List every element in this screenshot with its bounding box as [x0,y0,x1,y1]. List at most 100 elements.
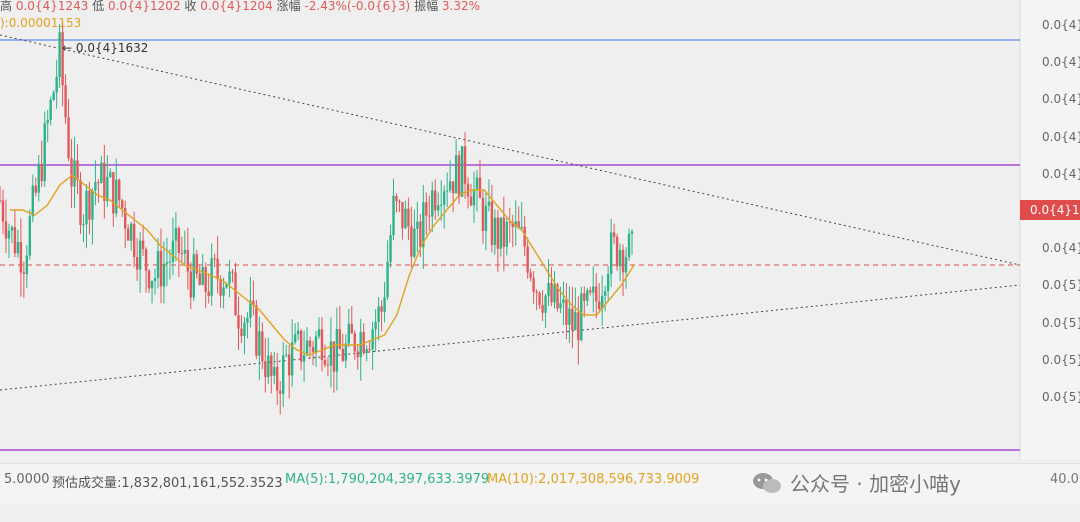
candle-body [279,390,282,394]
watermark-text: 公众号 · 加密小喵y [790,472,961,496]
candle-body [276,366,279,391]
candle-body [600,295,604,309]
candle-body [112,172,115,214]
ohlc-summary: 高 0.0{4}1243 低 0.0{4}1202 收 0.0{4}1204 涨… [0,0,480,14]
high-value: 0.0{4}1243 [15,0,89,13]
candle-body [508,221,511,223]
candle-body [97,182,100,184]
close-label: 收 [184,0,197,13]
y-tick-label: 0.0{4}1 [1042,129,1080,144]
candle-body [606,274,610,292]
candle-body [472,189,476,206]
candle-body [410,226,413,257]
candle-body [350,323,353,334]
candle-body [383,297,386,312]
candle-body [589,290,592,293]
candle-body [314,336,318,353]
candle-body [192,254,195,298]
candle-body [469,196,473,206]
candle-body [287,354,291,376]
candle-body [0,200,2,201]
y-tick-label: 0.0{4}1 [1042,92,1080,107]
candle-body [216,258,219,280]
candle-body [207,291,210,296]
candle-body [532,277,535,292]
candle-body [261,331,264,362]
candle-body [514,221,517,227]
y-tick-label: 0.0{5} [1042,352,1080,367]
estimated-volume: 预估成交量:1,832,801,161,552.3523 [52,476,283,491]
candle-body [299,330,303,362]
candle-body [186,249,190,272]
candle-body [434,190,437,211]
candle-body [392,195,395,236]
volume-value: 5.0000 [4,472,50,487]
candle-body [440,204,443,206]
candle-body [374,321,377,330]
candle-body [159,250,163,287]
y-tick-label: 0.0{5} [1042,315,1080,330]
candle-body [43,123,46,182]
candle-body [428,215,431,217]
high-label: 高 [0,0,13,13]
candle-body [100,162,103,183]
candle-body [478,177,482,198]
candle-body [529,272,532,278]
candle-body [115,179,118,214]
volume-bar: 5.0000 预估成交量:1,832,801,161,552.3523 MA(5… [0,463,1080,504]
candle-body [49,99,52,120]
candle-body [451,181,455,194]
candle-body [282,355,285,394]
candle-body [475,177,479,190]
candle-body [290,342,294,376]
candle-body [598,301,601,309]
candle-body [499,217,503,249]
candle-body [541,304,544,313]
candle-body [210,258,213,296]
candle-body [592,286,595,293]
candle-body [562,299,565,304]
candle-body [603,291,607,296]
candle-body [454,155,458,194]
candle-body [180,252,184,254]
candle-body [425,202,428,216]
candle-body [574,312,577,331]
candle-body [341,348,345,361]
candle-body [228,271,231,284]
volume-axis-value: 40.00 [1050,472,1080,487]
candle-body [73,160,76,187]
candle-body [445,190,449,192]
candle-body [118,179,121,201]
candle-body [40,163,43,182]
candle-body [10,227,14,231]
upper-trendline [0,34,1021,266]
candle-body [4,221,8,239]
candle-body [547,282,550,296]
candle-body [147,270,151,289]
candle-body [34,185,37,193]
candle-body [490,201,494,245]
candle-body [25,255,29,274]
candle-body [586,290,589,301]
candle-body [377,306,380,322]
y-tick-label: 0.0{5} [1042,278,1080,293]
lower-trendline [0,284,1021,391]
candle-body [398,201,401,203]
candle-body [198,273,201,285]
candle-body [195,254,198,274]
candle-body [520,226,523,229]
volume-ma10: MA(10):2,017,308,596,733.9009 [487,472,700,487]
candle-body [273,366,276,376]
candle-body [225,283,228,288]
candle-body [85,190,88,225]
candle-body [129,223,133,241]
candle-body [401,202,404,229]
candle-body [323,359,327,365]
candle-body [258,331,261,356]
current-price-tag: 0.0{4}12 [1020,200,1080,220]
y-tick-label: 0.0{4}1 [1042,166,1080,181]
candle-body [615,236,619,267]
candle-body [419,221,422,248]
